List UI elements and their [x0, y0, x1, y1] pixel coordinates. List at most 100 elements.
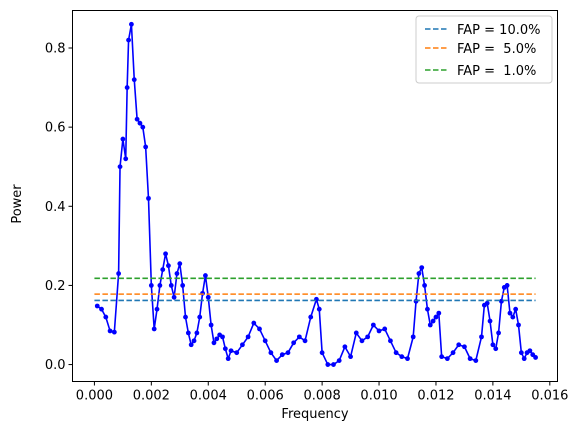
legend-label-fap-10: FAP = 10.0% — [457, 23, 540, 38]
data-point — [533, 355, 538, 360]
data-point — [436, 310, 442, 316]
y-tick-label: 0.6 — [45, 121, 66, 136]
data-point — [117, 164, 123, 170]
data-point — [194, 330, 200, 336]
data-point — [185, 330, 191, 336]
data-point — [111, 329, 117, 335]
data-point — [399, 354, 405, 360]
y-tick-label: 0.4 — [45, 200, 66, 215]
data-point — [220, 334, 225, 340]
data-point — [177, 261, 183, 267]
data-point — [376, 328, 382, 334]
data-point — [521, 356, 527, 362]
data-point — [197, 314, 203, 320]
data-point — [433, 314, 439, 320]
data-point — [504, 283, 510, 288]
axes-frame — [72, 10, 558, 382]
data-point — [405, 356, 410, 362]
data-point — [168, 283, 174, 288]
data-point — [129, 21, 134, 27]
data-point — [214, 336, 220, 342]
data-point — [439, 354, 445, 360]
data-point — [183, 314, 188, 320]
y-axis-label: Power — [10, 184, 25, 224]
legend: FAP = 10.0% FAP = 5.0% FAP = 1.0% — [415, 15, 553, 84]
data-point — [134, 116, 140, 122]
data-point — [513, 306, 519, 312]
legend-label-fap-1: FAP = 1.0% — [457, 64, 536, 79]
data-point — [160, 267, 166, 272]
data-point — [430, 318, 436, 324]
data-point — [262, 338, 268, 344]
data-point — [174, 271, 180, 276]
data-point — [316, 306, 322, 312]
data-point — [296, 334, 302, 340]
y-axis-ticks: 0.0 0.2 0.4 0.6 0.8 — [45, 42, 73, 373]
data-point — [188, 342, 194, 348]
plot-content — [94, 21, 538, 367]
data-point — [191, 338, 197, 344]
data-point — [393, 350, 399, 356]
data-point — [180, 283, 186, 288]
data-point — [302, 338, 308, 344]
data-point — [410, 334, 416, 340]
y-tick-label: 0.2 — [45, 279, 66, 294]
data-point — [319, 350, 325, 356]
data-point — [157, 283, 163, 288]
data-point — [234, 350, 240, 356]
legend-label-fap-5: FAP = 5.0% — [457, 42, 536, 57]
x-tick-label: 0.006 — [247, 389, 284, 404]
data-point — [285, 350, 291, 356]
x-tick-label: 0.000 — [76, 389, 113, 404]
data-point — [331, 362, 336, 367]
data-point — [336, 358, 342, 364]
x-tick-label: 0.014 — [474, 389, 511, 404]
data-point — [467, 356, 473, 362]
data-point — [208, 322, 214, 328]
x-tick-label: 0.012 — [417, 389, 454, 404]
data-point — [473, 358, 479, 364]
data-point — [251, 320, 257, 326]
x-tick-label: 0.004 — [190, 389, 227, 404]
data-point — [342, 344, 348, 350]
data-point — [99, 306, 104, 312]
data-point — [131, 77, 137, 83]
x-axis-label: Frequency — [281, 407, 348, 422]
data-point — [308, 314, 314, 320]
data-point — [166, 263, 171, 269]
data-point — [163, 251, 168, 257]
data-point — [143, 144, 149, 150]
data-point — [146, 195, 151, 201]
data-point — [148, 283, 154, 288]
data-point — [225, 356, 231, 362]
data-point — [154, 306, 160, 312]
data-point — [240, 342, 245, 348]
data-point — [507, 310, 513, 316]
data-point — [171, 294, 177, 300]
x-tick-label: 0.008 — [304, 389, 341, 404]
x-tick-label: 0.002 — [133, 389, 170, 404]
data-point — [487, 318, 493, 324]
data-point — [137, 120, 143, 126]
y-tick-label: 0.0 — [45, 358, 66, 373]
data-point — [222, 346, 228, 352]
legend-box — [415, 15, 553, 84]
data-point — [291, 340, 297, 346]
data-point — [279, 352, 285, 358]
data-point — [388, 338, 393, 344]
data-point — [496, 330, 501, 336]
series-line — [96, 23, 537, 366]
data-point — [382, 326, 388, 332]
data-point — [365, 334, 371, 340]
data-point — [203, 273, 208, 278]
data-point — [107, 328, 113, 334]
x-axis-ticks: 0.000 0.002 0.004 0.006 0.008 0.010 0.012 0.014… — [76, 381, 568, 404]
data-point — [94, 303, 100, 309]
data-point — [527, 348, 533, 354]
data-point — [348, 354, 353, 360]
data-point — [123, 156, 129, 162]
data-point — [120, 136, 126, 142]
data-point — [425, 306, 430, 312]
data-point — [510, 314, 516, 320]
